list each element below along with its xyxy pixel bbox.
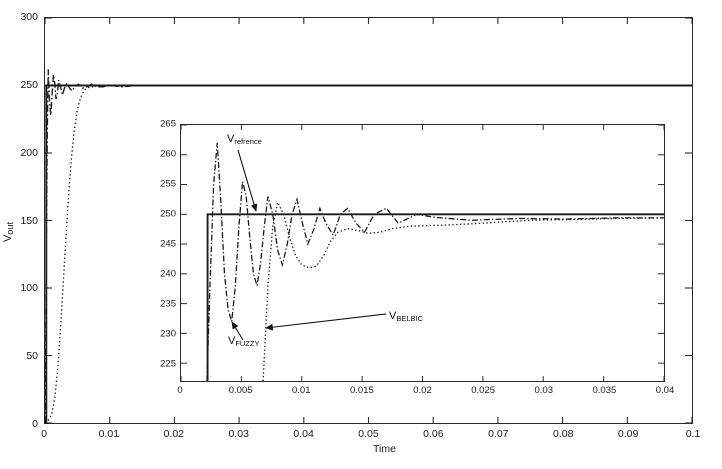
main-y-tick: 100 — [20, 282, 38, 295]
inset-y-tick: 260 — [160, 148, 176, 160]
inset-plot-axes — [180, 124, 665, 382]
inset-y-tick: 245 — [160, 238, 176, 250]
inset-x-tick: 0.04 — [655, 385, 675, 396]
main-x-tick: 0.07 — [488, 428, 509, 440]
inset-x-tick: 0.035 — [592, 385, 617, 396]
annotation-v-fuzzy-base: V — [228, 335, 236, 347]
annotation-v-fuzzy: VFUZZY — [228, 335, 260, 348]
inset-y-tick: 240 — [160, 268, 176, 280]
inset-series-v-fuzzy — [206, 142, 664, 382]
main-x-tick: 0.02 — [163, 428, 185, 440]
main-y-tick: 250 — [20, 78, 38, 91]
inset-series-v-refrence — [206, 213, 664, 381]
inset-x-tick: 0.03 — [534, 385, 554, 396]
inset-series-v-belbic — [262, 200, 665, 382]
main-x-tick: 0 — [41, 428, 47, 440]
inset-x-tick: 0.02 — [413, 385, 432, 396]
main-x-tick: 0.01 — [98, 428, 120, 440]
inset-y-tick: 225 — [160, 358, 176, 370]
inset-y-tick: 250 — [160, 208, 176, 220]
inset-y-tick: 255 — [160, 178, 176, 190]
inset-x-tick: 0.015 — [349, 385, 374, 396]
annotation-v-reference-base: V — [227, 133, 235, 145]
inset-x-tick: 0.01 — [292, 385, 311, 396]
main-y-tick: 50 — [26, 349, 38, 362]
main-plot-curves — [44, 17, 693, 424]
annotation-v-reference-sub: refrence — [234, 137, 262, 146]
main-y-axis-label-base: V — [2, 234, 14, 243]
inset-x-tick: 0.005 — [228, 385, 253, 396]
main-y-tick: 200 — [20, 146, 38, 159]
main-x-tick: 0.09 — [617, 428, 639, 440]
main-y-axis-label: Vout — [2, 221, 15, 243]
main-x-tick: 0.08 — [552, 428, 574, 440]
main-plot-axes — [44, 17, 693, 424]
main-x-tick: 0.03 — [228, 428, 249, 440]
inset-x-tick: 0.025 — [471, 385, 496, 396]
annotation-v-belbic-sub: BELBIC — [396, 314, 424, 323]
inset-x-tick: 0 — [177, 385, 183, 396]
annotation-v-belbic: VBELBIC — [389, 310, 424, 323]
main-y-tick: 0 — [32, 417, 38, 430]
inset-y-tick: 235 — [160, 298, 176, 310]
main-x-tick: 0.1 — [685, 428, 701, 440]
main-y-tick: 150 — [20, 214, 38, 227]
main-x-tick: 0.04 — [293, 428, 314, 440]
main-x-tick: 0.05 — [358, 428, 379, 440]
main-x-tick: 0.06 — [423, 428, 444, 440]
inset-y-tick: 230 — [160, 328, 176, 340]
main-y-axis-label-sub: out — [5, 221, 15, 235]
main-series-v-fuzzy — [44, 69, 692, 424]
main-y-tick: 300 — [20, 10, 38, 23]
main-x-axis-label: Time — [373, 443, 396, 455]
inset-plot-curves — [180, 124, 665, 382]
annotation-v-fuzzy-sub: FUZZY — [235, 339, 260, 348]
inset-y-tick: 265 — [160, 118, 176, 130]
annotation-v-reference: Vrefrence — [227, 133, 262, 146]
main-series-v-belbic — [44, 84, 692, 424]
annotation-v-belbic-base: V — [389, 310, 397, 322]
